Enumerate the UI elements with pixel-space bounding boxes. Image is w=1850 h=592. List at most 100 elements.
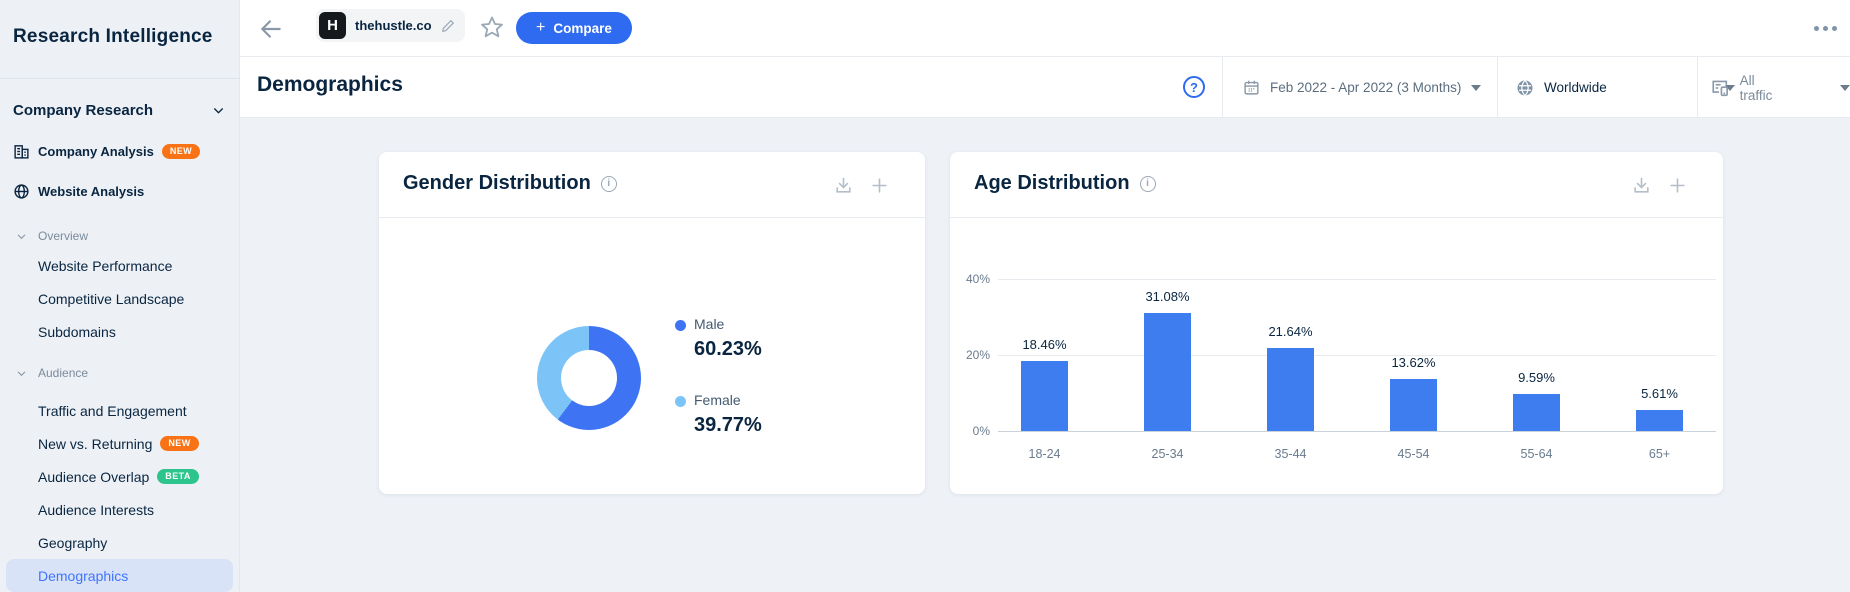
bar-55-64[interactable] — [1513, 394, 1560, 431]
info-icon[interactable]: i — [1139, 175, 1156, 192]
back-arrow-icon[interactable] — [258, 16, 284, 42]
x-axis-label: 35-44 — [1274, 447, 1307, 461]
add-to-dashboard-icon[interactable] — [1668, 176, 1687, 195]
bar-65+[interactable] — [1636, 409, 1683, 431]
x-axis-label: 55-64 — [1520, 447, 1553, 461]
chevron-down-icon — [214, 107, 223, 114]
caret-down-icon — [1724, 84, 1735, 91]
sidebar-item-subdomains[interactable]: Subdomains — [0, 315, 239, 348]
x-axis-label: 25-34 — [1151, 447, 1184, 461]
card-title-text: Gender Distribution — [403, 172, 591, 194]
gridline — [998, 278, 1716, 280]
worldwide-globe-icon — [1517, 79, 1533, 96]
bar-value-label: 21.64% — [1268, 324, 1313, 340]
legend-value: 39.77% — [694, 414, 762, 436]
help-icon[interactable]: ? — [1183, 76, 1205, 98]
sidebar-item-label: Website Analysis — [38, 183, 145, 199]
sidebar-item-traffic-and-engagement[interactable]: Traffic and Engagement — [0, 394, 239, 427]
sidebar-item-label: Demographics — [38, 567, 129, 584]
info-icon[interactable]: i — [600, 175, 617, 192]
sidebar-item-new-vs-returning[interactable]: New vs. Returning NEW — [0, 427, 239, 460]
y-axis-tick: 20% — [965, 347, 990, 362]
page-header: Demographics ? Feb 2022 - Apr 2022 (3 Mo… — [240, 57, 1850, 118]
bar-value-label: 5.61% — [1641, 385, 1678, 401]
sidebar-group-overview[interactable]: Overview — [0, 223, 239, 249]
sidebar-item-website-performance[interactable]: Website Performance — [0, 249, 239, 282]
gender-donut-chart[interactable] — [537, 326, 641, 430]
sidebar-item-audience-interests[interactable]: Audience Interests — [0, 493, 239, 526]
add-to-dashboard-icon[interactable] — [870, 176, 889, 195]
edit-pencil-icon[interactable] — [441, 19, 455, 33]
age-distribution-card: Age Distribution i 0% 20% 40% 18.46% 18-24 31… — [950, 152, 1723, 494]
calendar-icon — [1244, 80, 1259, 95]
sidebar-item-demographics[interactable]: Demographics — [6, 559, 233, 592]
card-title: Age Distribution i — [974, 172, 1156, 195]
chevron-down-icon — [17, 234, 26, 239]
divider — [1222, 57, 1223, 118]
sidebar-item-label: Subdomains — [38, 323, 116, 340]
top-bar: H thehustle.co + Compare — [240, 0, 1850, 57]
x-axis-label: 18-24 — [1028, 447, 1061, 461]
plus-icon: + — [536, 19, 546, 36]
caret-down-icon — [1840, 84, 1850, 91]
site-chip[interactable]: H thehustle.co — [316, 9, 465, 42]
x-axis-label: 65+ — [1648, 447, 1671, 461]
male-dot-icon — [675, 320, 686, 331]
download-icon[interactable] — [1632, 176, 1651, 195]
legend-value: 60.23% — [694, 338, 762, 360]
new-badge: NEW — [161, 143, 201, 159]
gender-distribution-card: Gender Distribution i Male 60.23% Female… — [379, 152, 925, 494]
sidebar-section-company-research[interactable]: Company Research — [0, 97, 239, 123]
sidebar-item-label: Company Analysis — [38, 143, 154, 159]
bar-25-34[interactable] — [1144, 312, 1191, 431]
sidebar-group-audience[interactable]: Audience — [0, 360, 239, 386]
sidebar-item-label: Audience Overlap — [38, 468, 150, 485]
group-label: Overview — [38, 229, 89, 243]
site-name: thehustle.co — [355, 18, 432, 33]
date-range-value: Feb 2022 - Apr 2022 (3 Months) — [1270, 80, 1462, 95]
sidebar: Research Intelligence Company Research C… — [0, 0, 240, 592]
bar-35-44[interactable] — [1267, 348, 1314, 431]
group-label: Audience — [38, 366, 89, 380]
bar-18-24[interactable] — [1021, 360, 1068, 431]
x-axis-label: 45-54 — [1397, 447, 1430, 461]
gridline — [998, 354, 1716, 356]
card-header: Gender Distribution i — [379, 152, 925, 218]
company-building-icon — [14, 144, 29, 159]
site-logo: H — [319, 12, 346, 39]
more-menu-button[interactable] — [1812, 21, 1838, 35]
divider — [1497, 57, 1498, 118]
sidebar-item-label: Geography — [38, 534, 108, 551]
legend-label: Male — [694, 316, 725, 332]
sidebar-item-geography[interactable]: Geography — [0, 526, 239, 559]
gridline — [998, 431, 1716, 432]
bar-value-label: 9.59% — [1518, 370, 1555, 386]
traffic-selector[interactable]: All traffic — [1710, 57, 1850, 118]
download-icon[interactable] — [834, 176, 853, 195]
bar-value-label: 13.62% — [1391, 355, 1436, 371]
sidebar-item-label: New vs. Returning — [38, 435, 153, 452]
devices-icon — [1712, 80, 1728, 96]
region-selector[interactable]: Worldwide — [1516, 57, 1735, 118]
caret-down-icon — [1471, 84, 1482, 91]
bar-value-label: 31.08% — [1145, 288, 1190, 304]
traffic-value: All traffic — [1739, 72, 1773, 103]
sidebar-item-label: Traffic and Engagement — [38, 402, 187, 419]
sidebar-item-website-analysis[interactable]: Website Analysis — [0, 171, 239, 211]
sidebar-item-audience-overlap[interactable]: Audience Overlap BETA — [0, 460, 239, 493]
bar-value-label: 18.46% — [1022, 336, 1067, 352]
sidebar-item-company-analysis[interactable]: Company Analysis NEW — [0, 131, 239, 171]
globe-icon — [14, 183, 29, 199]
compare-button[interactable]: + Compare — [516, 12, 632, 44]
sidebar-item-competitive-landscape[interactable]: Competitive Landscape — [0, 282, 239, 315]
bar-45-54[interactable] — [1390, 379, 1437, 431]
section-label: Company Research — [13, 101, 154, 119]
y-axis-tick: 40% — [965, 271, 990, 286]
page-title: Demographics — [257, 73, 403, 96]
favorite-star-icon[interactable] — [480, 15, 504, 39]
card-title-text: Age Distribution — [974, 172, 1130, 194]
date-range-picker[interactable]: Feb 2022 - Apr 2022 (3 Months) — [1243, 57, 1482, 118]
compare-label: Compare — [553, 20, 612, 36]
content-area: Gender Distribution i Male 60.23% Female… — [240, 118, 1850, 592]
